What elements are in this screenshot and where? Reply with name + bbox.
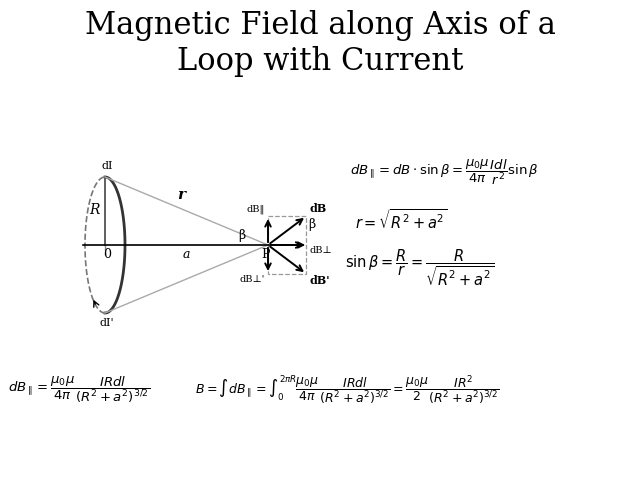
- Text: 0: 0: [103, 249, 111, 262]
- Text: Magnetic Field along Axis of a
Loop with Current: Magnetic Field along Axis of a Loop with…: [84, 10, 556, 77]
- Text: a: a: [183, 249, 190, 262]
- Text: β: β: [308, 217, 316, 230]
- Text: $B = \int dB_{\parallel} = \int_0^{2\pi R}\dfrac{\mu_0\mu}{4\pi}\dfrac{IRdl}{\le: $B = \int dB_{\parallel} = \int_0^{2\pi …: [195, 373, 499, 407]
- Text: $dB_{\parallel} = \dfrac{\mu_0\mu}{4\pi}\dfrac{IRdl}{\left(R^2+a^2\right)^{3/2}}: $dB_{\parallel} = \dfrac{\mu_0\mu}{4\pi}…: [8, 375, 150, 405]
- Text: $dB_{\parallel} = dB \cdot \sin\beta = \dfrac{\mu_0\mu}{4\pi}\dfrac{Idl}{r^2}\si: $dB_{\parallel} = dB \cdot \sin\beta = \…: [350, 157, 539, 187]
- Text: $\sin\beta = \dfrac{R}{r} = \dfrac{R}{\sqrt{R^2+a^2}}$: $\sin\beta = \dfrac{R}{r} = \dfrac{R}{\s…: [345, 248, 494, 288]
- Text: dI: dI: [101, 161, 113, 171]
- Text: dB‖: dB‖: [246, 204, 265, 214]
- Text: R: R: [89, 203, 99, 216]
- Text: dB⊥: dB⊥: [309, 246, 332, 255]
- Text: $r = \sqrt{R^2 + a^2}$: $r = \sqrt{R^2 + a^2}$: [355, 208, 447, 232]
- Text: dB': dB': [309, 275, 330, 286]
- Text: r: r: [177, 188, 186, 202]
- Text: dB⊥': dB⊥': [239, 275, 265, 284]
- Text: P: P: [262, 249, 270, 262]
- Text: dI': dI': [100, 318, 115, 328]
- Text: β: β: [238, 229, 246, 242]
- Text: dB: dB: [309, 203, 326, 214]
- Bar: [268, 216, 307, 274]
